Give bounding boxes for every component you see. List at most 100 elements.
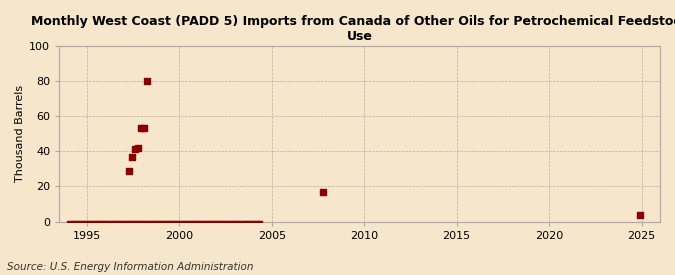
Point bbox=[136, 126, 146, 131]
Point bbox=[148, 219, 159, 224]
Point bbox=[160, 219, 171, 224]
Point bbox=[223, 219, 234, 224]
Point bbox=[65, 219, 76, 224]
Point bbox=[125, 219, 136, 224]
Point bbox=[242, 219, 252, 224]
Point bbox=[72, 219, 83, 224]
Point bbox=[251, 219, 262, 224]
Point bbox=[86, 219, 97, 224]
Point bbox=[202, 219, 213, 224]
Point bbox=[130, 219, 140, 224]
Point bbox=[163, 219, 174, 224]
Point bbox=[211, 219, 221, 224]
Point bbox=[237, 219, 248, 224]
Point bbox=[219, 219, 230, 224]
Point bbox=[89, 219, 100, 224]
Point bbox=[68, 219, 78, 224]
Point bbox=[234, 219, 245, 224]
Title: Monthly West Coast (PADD 5) Imports from Canada of Other Oils for Petrochemical : Monthly West Coast (PADD 5) Imports from… bbox=[30, 15, 675, 43]
Point bbox=[220, 219, 231, 224]
Point bbox=[126, 219, 137, 224]
Point bbox=[180, 219, 191, 224]
Point bbox=[226, 219, 237, 224]
Point bbox=[88, 219, 99, 224]
Point bbox=[136, 219, 146, 224]
Point bbox=[198, 219, 209, 224]
Point bbox=[94, 219, 105, 224]
Point bbox=[74, 219, 84, 224]
Point bbox=[317, 189, 328, 194]
Point bbox=[134, 219, 144, 224]
Point bbox=[112, 219, 123, 224]
Point bbox=[232, 219, 243, 224]
Point bbox=[126, 154, 137, 159]
Point bbox=[240, 219, 251, 224]
Point bbox=[142, 219, 153, 224]
Point bbox=[190, 219, 200, 224]
Point bbox=[149, 219, 160, 224]
Point bbox=[221, 219, 232, 224]
Point bbox=[231, 219, 242, 224]
Point bbox=[76, 219, 86, 224]
Point bbox=[144, 219, 155, 224]
Point bbox=[103, 219, 114, 224]
Point bbox=[185, 219, 196, 224]
Point bbox=[254, 219, 265, 224]
Point bbox=[188, 219, 198, 224]
Point bbox=[84, 219, 95, 224]
Point bbox=[154, 219, 165, 224]
Point bbox=[100, 219, 111, 224]
Point bbox=[161, 219, 172, 224]
Point bbox=[140, 219, 151, 224]
Point bbox=[78, 219, 89, 224]
Point bbox=[90, 219, 101, 224]
Point bbox=[97, 219, 108, 224]
Point bbox=[132, 219, 143, 224]
Point bbox=[230, 219, 240, 224]
Point bbox=[123, 219, 134, 224]
Point bbox=[243, 219, 254, 224]
Point bbox=[105, 219, 115, 224]
Point bbox=[225, 219, 236, 224]
Point bbox=[66, 219, 77, 224]
Point bbox=[203, 219, 214, 224]
Point bbox=[239, 219, 250, 224]
Point bbox=[131, 219, 142, 224]
Point bbox=[129, 147, 140, 152]
Point bbox=[171, 219, 182, 224]
Point bbox=[228, 219, 239, 224]
Point bbox=[236, 219, 246, 224]
Point bbox=[80, 219, 90, 224]
Point bbox=[109, 219, 120, 224]
Point bbox=[174, 219, 185, 224]
Point bbox=[197, 219, 208, 224]
Point bbox=[177, 219, 188, 224]
Point bbox=[101, 219, 112, 224]
Point bbox=[151, 219, 161, 224]
Text: Source: U.S. Energy Information Administration: Source: U.S. Energy Information Administ… bbox=[7, 262, 253, 272]
Point bbox=[108, 219, 119, 224]
Point bbox=[634, 213, 645, 217]
Point bbox=[155, 219, 166, 224]
Point bbox=[194, 219, 205, 224]
Point bbox=[183, 219, 194, 224]
Point bbox=[142, 79, 153, 83]
Point bbox=[83, 219, 94, 224]
Point bbox=[92, 219, 103, 224]
Point bbox=[196, 219, 207, 224]
Point bbox=[166, 219, 177, 224]
Point bbox=[172, 219, 183, 224]
Point bbox=[179, 219, 190, 224]
Point bbox=[207, 219, 217, 224]
Point bbox=[208, 219, 219, 224]
Point bbox=[143, 219, 154, 224]
Point bbox=[168, 219, 179, 224]
Point bbox=[71, 219, 82, 224]
Point bbox=[138, 219, 149, 224]
Point bbox=[245, 219, 256, 224]
Point bbox=[192, 219, 203, 224]
Point bbox=[248, 219, 259, 224]
Point bbox=[252, 219, 263, 224]
Point bbox=[209, 219, 220, 224]
Point bbox=[205, 219, 215, 224]
